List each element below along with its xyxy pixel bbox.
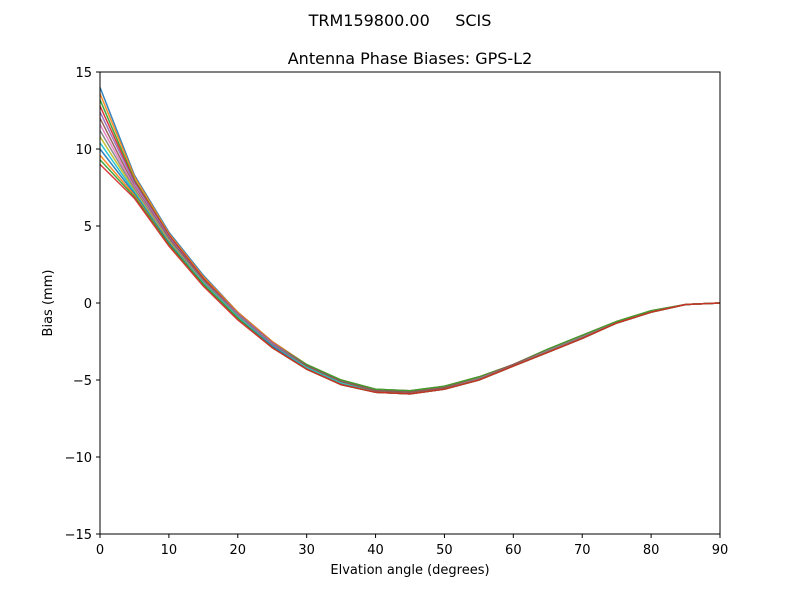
series-line-6: [99, 117, 721, 394]
series-line-3: [99, 99, 721, 392]
series-line-5: [99, 111, 721, 394]
x-tick-label: 80: [643, 543, 660, 558]
plot-area-frame: [99, 71, 721, 535]
x-axis-ticks: 0 10 20 30 40 50 60 70 80 90: [96, 534, 728, 558]
x-tick-label: 60: [505, 543, 522, 558]
series-line-4: [99, 105, 721, 394]
x-tick-label: 50: [436, 543, 453, 558]
chart-suptitle: TRM159800.00 SCIS: [308, 11, 492, 30]
x-axis-label: Elvation angle (degrees): [330, 563, 489, 578]
series-line-7: [99, 124, 721, 395]
y-tick-label: 15: [75, 66, 92, 81]
x-tick-label: 40: [367, 543, 384, 558]
series-line-2: [99, 93, 721, 392]
y-tick-label: −10: [65, 451, 92, 466]
x-tick-label: 30: [298, 543, 315, 558]
series-line-13: [99, 159, 721, 395]
series-layer: [99, 87, 721, 395]
x-tick-label: 70: [574, 543, 591, 558]
x-tick-label: 0: [96, 543, 104, 558]
series-line-14: [99, 163, 721, 395]
chart-title: Antenna Phase Biases: GPS-L2: [288, 49, 533, 68]
x-tick-label: 20: [230, 543, 247, 558]
y-tick-label: −5: [73, 374, 92, 389]
x-tick-label: 10: [161, 543, 178, 558]
x-tick-label: 90: [712, 543, 729, 558]
y-axis-ticks: −15 −10 −5 0 5 10 15: [65, 66, 100, 543]
series-line-1: [99, 87, 721, 392]
y-tick-label: −15: [65, 528, 92, 543]
y-tick-label: 0: [84, 297, 92, 312]
y-tick-label: 5: [84, 220, 92, 235]
y-tick-label: 10: [75, 143, 92, 158]
y-axis-label: Bias (mm): [41, 270, 56, 337]
